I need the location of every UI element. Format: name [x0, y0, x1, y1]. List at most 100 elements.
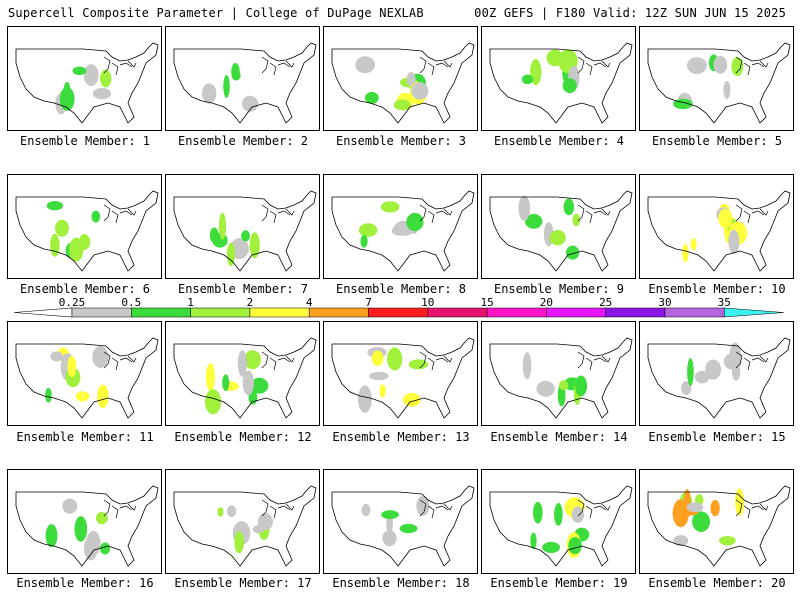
- scp-contour-fill: [565, 245, 580, 260]
- great-lakes-coastline: [735, 499, 743, 517]
- great-lakes-coastline: [759, 208, 769, 216]
- scp-contour-fill: [406, 72, 416, 87]
- scp-contour-fill: [250, 377, 269, 394]
- scp-contour-fill: [558, 380, 569, 391]
- ensemble-member-label: Ensemble Member: 5: [651, 134, 783, 148]
- scp-contour-fill: [682, 243, 689, 263]
- scp-contour-fill: [83, 536, 98, 561]
- great-lakes-coastline: [419, 351, 427, 369]
- scp-contour-fill: [62, 498, 78, 514]
- great-lakes-coastline: [593, 210, 607, 216]
- scp-contour-fill: [690, 238, 697, 251]
- scp-contour-fill: [521, 74, 534, 85]
- us-border-outline: [15, 42, 159, 124]
- ensemble-member-label: Ensemble Member: 19: [490, 576, 628, 590]
- model-run-valid-time: 00Z GEFS | F180 Valid: 12Z SUN JUN 15 20…: [474, 6, 786, 20]
- ensemble-member-label: Ensemble Member: 7: [177, 282, 309, 296]
- scp-map: [15, 42, 159, 124]
- colorbar-tick-label: 1: [187, 296, 194, 309]
- ensemble-member-map: [639, 469, 794, 574]
- us-border-outline: [15, 190, 159, 272]
- ensemble-member-label: Ensemble Member: 4: [493, 134, 625, 148]
- great-lakes-coastline: [435, 357, 449, 363]
- great-lakes-coastline: [443, 503, 453, 511]
- colorbar-segment: [486, 307, 547, 318]
- scp-contour-fill: [694, 370, 710, 384]
- great-lakes-coastline: [103, 204, 111, 222]
- scp-contour-fill: [381, 510, 399, 520]
- scp-map: [173, 42, 317, 124]
- great-lakes-coastline: [751, 210, 765, 216]
- colorbar-tick-label: 4: [306, 296, 313, 309]
- great-lakes-coastline: [601, 208, 611, 216]
- scp-contour-fill: [572, 213, 580, 227]
- scp-contour-fill: [69, 237, 84, 262]
- scp-map: [647, 337, 791, 419]
- chart-title: Supercell Composite Parameter | College …: [8, 6, 424, 20]
- colorbar-segment: [427, 307, 488, 318]
- scp-contour-fill: [681, 381, 692, 396]
- scp-contour-fill: [361, 503, 371, 517]
- colorbar-segment: [308, 307, 369, 318]
- scp-contour-fill: [50, 233, 60, 257]
- scp-contour-fill: [686, 502, 704, 513]
- ensemble-member-map: [165, 469, 320, 574]
- great-lakes-coastline: [103, 56, 111, 74]
- scp-contour-fill: [358, 223, 378, 237]
- ensemble-member-map: [639, 174, 794, 279]
- scp-contour-fill: [231, 69, 241, 81]
- ensemble-member-label: Ensemble Member: 17: [174, 576, 312, 590]
- scp-contour-fill: [575, 375, 588, 397]
- ensemble-member-map: [323, 321, 478, 426]
- scp-contour-fill: [687, 358, 694, 386]
- ensemble-member-map: [639, 26, 794, 131]
- scp-contour-fill: [67, 355, 77, 378]
- colorbar-segment: [249, 307, 310, 318]
- us-border-outline: [173, 337, 317, 419]
- colorbar-tick-label: 0.25: [59, 296, 86, 309]
- great-lakes-coastline: [435, 210, 449, 216]
- scp-map: [647, 485, 791, 567]
- scp-contour-fill: [209, 227, 219, 243]
- scp-contour-fill: [241, 230, 250, 242]
- scp-contour-fill: [542, 541, 560, 554]
- scp-contour-fill: [411, 82, 429, 100]
- great-lakes-coastline: [743, 505, 751, 519]
- scp-contour-fill: [686, 57, 707, 74]
- scp-contour-fill: [399, 523, 418, 534]
- scp-contour-fill: [380, 201, 400, 213]
- ensemble-member-label: Ensemble Member: 8: [335, 282, 467, 296]
- colorbar-segment: [190, 307, 251, 318]
- great-lakes-coastline: [577, 56, 585, 74]
- scp-contour-fill: [45, 387, 52, 403]
- scp-contour-fill: [360, 235, 368, 248]
- great-lakes-coastline: [285, 208, 295, 216]
- scp-contour-fill: [416, 495, 430, 516]
- colorbar-tick-label: 0.5: [121, 296, 141, 309]
- scp-contour-fill: [571, 506, 585, 523]
- scp-contour-fill: [226, 242, 235, 267]
- ensemble-member-map: [7, 321, 162, 426]
- colorbar-tick-label: 35: [718, 296, 731, 309]
- us-border-outline: [647, 337, 791, 419]
- great-lakes-coastline: [427, 62, 435, 76]
- great-lakes-coastline: [111, 505, 119, 519]
- great-lakes-coastline: [735, 351, 743, 369]
- scp-contour-fill: [241, 95, 259, 112]
- great-lakes-coastline: [111, 210, 119, 224]
- scp-contour-fill: [63, 81, 71, 105]
- scp-contour-fill: [92, 87, 112, 100]
- ensemble-member-map: [481, 26, 636, 131]
- colorbar-segment: [131, 307, 191, 318]
- colorbar-tick-label: 2: [247, 296, 254, 309]
- colorbar-tick-label: 20: [540, 296, 553, 309]
- colorbar-segment: [724, 307, 784, 318]
- ensemble-member-map: [481, 321, 636, 426]
- ensemble-member-map: [7, 26, 162, 131]
- great-lakes-coastline: [269, 357, 277, 371]
- scp-contour-fill: [91, 210, 101, 223]
- scp-contour-fill: [205, 363, 215, 392]
- scp-contour-fill: [692, 511, 711, 532]
- ensemble-member-map: [165, 321, 320, 426]
- great-lakes-coastline: [261, 204, 269, 222]
